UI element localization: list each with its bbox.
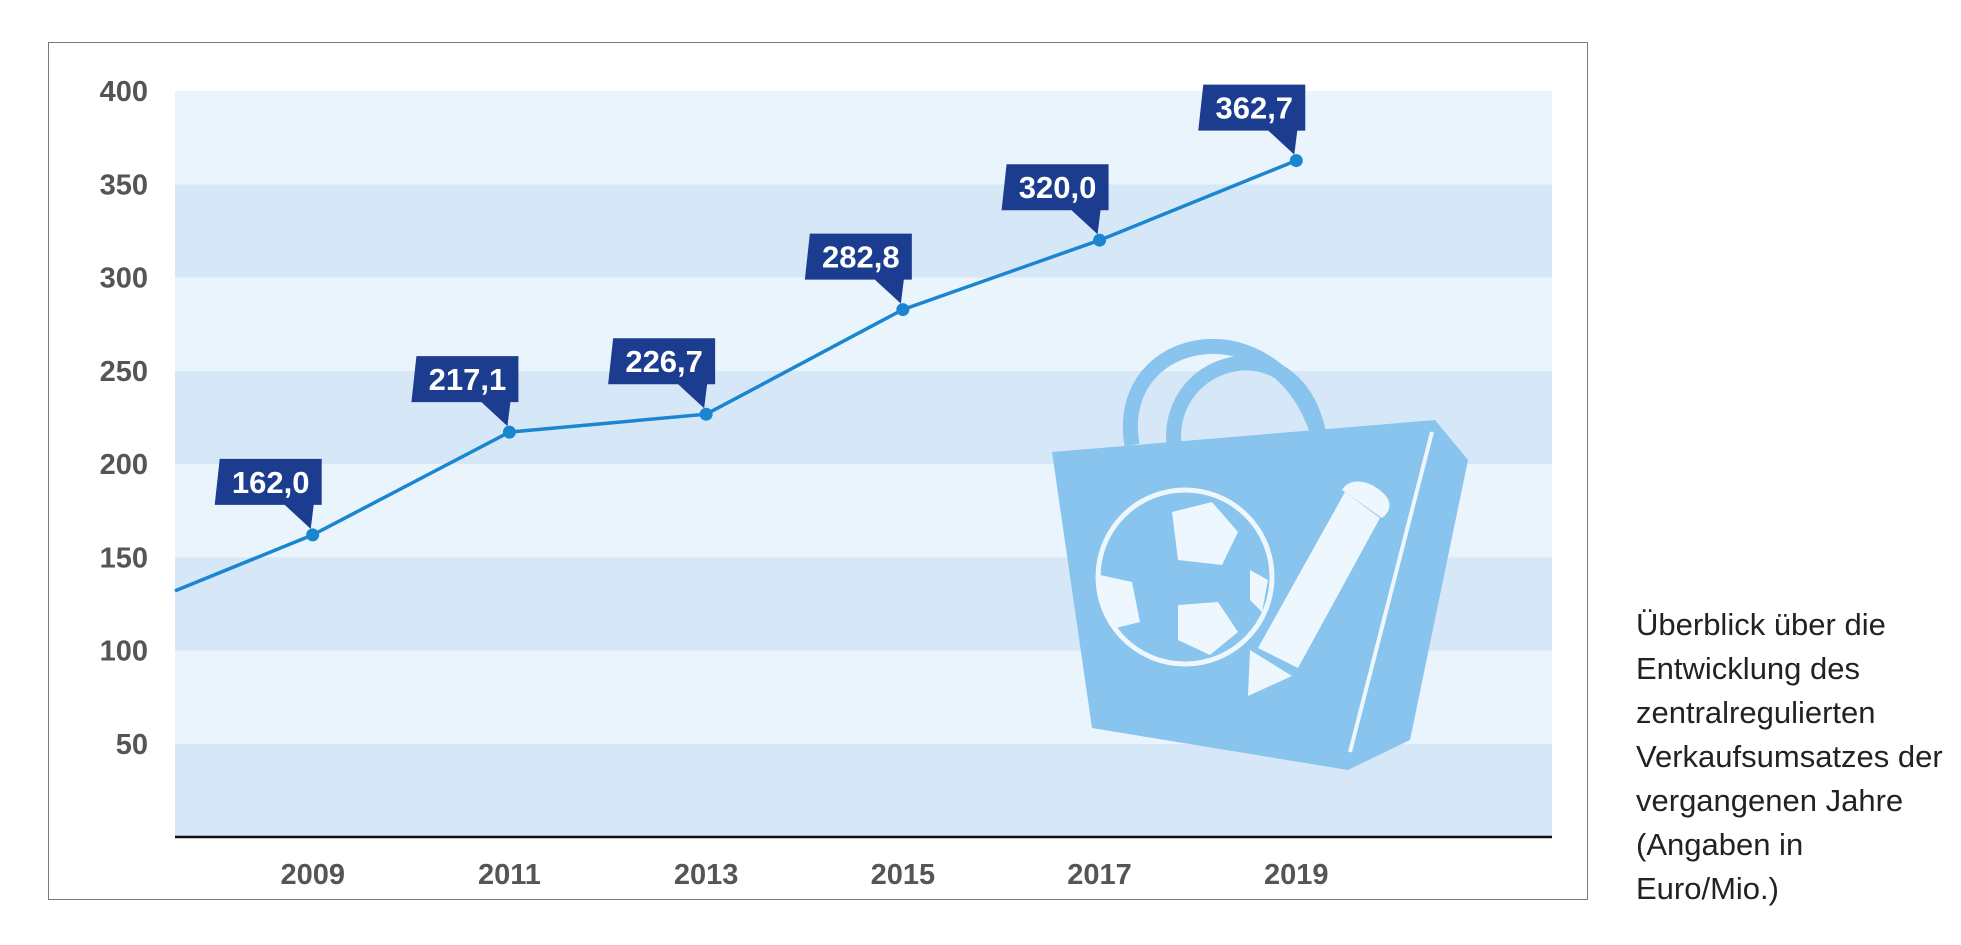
y-tick-label: 350: [100, 169, 148, 201]
data-label: 362,7: [1215, 91, 1293, 126]
data-label-callout: 320,0: [1001, 164, 1109, 235]
callout-box: [411, 356, 519, 427]
grid-band: [175, 91, 1552, 185]
data-label: 226,7: [625, 344, 703, 379]
bag-fold-line: [1348, 431, 1434, 753]
x-axis-tick-labels: 2009 2011 2013 2015 2017 2019: [280, 859, 1328, 891]
data-labels: 162,0 217,1 226,7 282,8 320,0 362,7: [214, 84, 1306, 529]
x-tick-label: 2019: [1264, 859, 1329, 891]
callout-box: [608, 338, 716, 409]
y-tick-label: 100: [100, 636, 148, 668]
data-point: [306, 528, 320, 542]
data-label-callout: 362,7: [1198, 84, 1306, 155]
y-tick-label: 250: [100, 356, 148, 388]
y-axis-tick-labels: 50 100 150 200 250 300 350 400: [100, 76, 148, 761]
x-tick-label: 2017: [1067, 859, 1132, 891]
data-label: 282,8: [822, 240, 900, 275]
data-label-callout: 162,0: [214, 458, 322, 529]
x-tick-label: 2015: [871, 859, 936, 891]
chart-caption: Überblick über die Entwicklung des zentr…: [1636, 607, 1943, 906]
grid-band: [175, 277, 1552, 371]
data-point: [502, 425, 516, 439]
data-label-callout: 226,7: [608, 338, 716, 409]
callout-box: [1198, 84, 1306, 155]
y-tick-label: 200: [100, 449, 148, 481]
shopping-bag-icon: [1052, 338, 1468, 770]
x-tick-label: 2013: [674, 859, 739, 891]
data-series: [174, 154, 1303, 593]
data-label-callout: 217,1: [411, 356, 519, 427]
x-tick-label: 2009: [280, 859, 345, 891]
data-label-callout: 282,8: [804, 233, 912, 304]
ball-patch: [1250, 570, 1268, 612]
data-point: [1289, 154, 1303, 168]
pencil-eraser: [1342, 481, 1390, 518]
pencil-icon: [1258, 492, 1380, 668]
y-tick-label: 50: [116, 729, 148, 761]
x-tick-label: 2011: [478, 859, 541, 891]
y-tick-label: 400: [100, 76, 148, 108]
y-tick-label: 150: [100, 542, 148, 574]
ball-patch: [1100, 575, 1140, 628]
bag-handle-front: [1166, 355, 1328, 446]
data-point: [699, 407, 713, 421]
callout-box: [1001, 164, 1109, 235]
data-label: 162,0: [232, 465, 310, 500]
data-label: 320,0: [1019, 170, 1097, 205]
ball-patch: [1172, 502, 1238, 565]
data-label: 217,1: [429, 362, 507, 397]
play-icon: [1248, 650, 1292, 696]
data-point: [896, 303, 910, 317]
callout-box: [214, 458, 322, 529]
y-tick-label: 300: [100, 263, 148, 295]
callout-box: [804, 233, 912, 304]
data-point: [1093, 233, 1107, 247]
ball-patch: [1178, 602, 1238, 655]
